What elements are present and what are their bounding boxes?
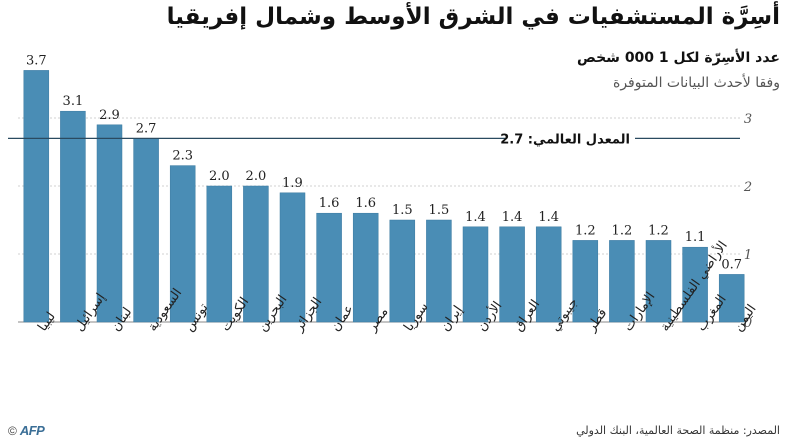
y-tick-label: 3 [744,112,752,127]
y-tick-label: 1 [744,248,752,263]
value-label: 1.6 [319,196,340,211]
bar [352,212,379,323]
bar [96,124,123,323]
chart-title: أسِرَّة المستشفيات في الشرق الأوسط وشمال… [166,4,780,30]
value-label: 1.2 [648,223,669,238]
y-tick-label: 0 [744,316,752,331]
chart-subtitle: عدد الأسِرّة لكل 1 000 شخص [576,50,780,66]
bar [60,110,86,323]
copyright-symbol: © [8,423,17,438]
bar [133,138,159,323]
source-note: المصدر: منظمة الصحة العالمية، البنك الدو… [576,424,780,437]
bar [243,185,269,323]
bar [535,226,562,323]
bar [206,185,233,323]
value-label: 2.3 [172,149,193,164]
value-label: 2.9 [99,108,120,123]
world-average-label: المعدل العالمي: 2.7 [500,132,630,147]
value-label: 2.0 [209,169,230,184]
bars [23,70,745,323]
bar [499,226,525,323]
bar [645,240,672,323]
value-label: 3.7 [26,53,47,68]
bar [609,240,635,323]
bar [682,246,708,323]
value-label: 3.1 [63,94,84,109]
afp-logo: © AFP [8,423,45,438]
bar [426,219,452,323]
bar [572,240,599,323]
bar [718,274,745,323]
reference-line-group: المعدل العالمي: 2.7 [8,128,740,149]
bar [316,212,342,323]
value-label: 1.9 [282,176,303,191]
value-label: 1.2 [612,223,633,238]
bar [462,226,489,323]
y-tick-label: 2 [743,180,752,195]
reference-label-background [505,128,635,149]
value-label: 1.1 [685,230,706,245]
bar [389,219,416,323]
afp-logo-text: AFP [19,423,45,438]
value-label: 2.0 [246,169,267,184]
chart-note: وفقا لأحدث البيانات المتوفرة [613,75,780,91]
value-label: 1.2 [575,223,596,238]
value-label: 1.5 [429,203,450,218]
value-label: 1.4 [465,210,486,225]
value-label: 1.4 [502,210,523,225]
value-label: 0.7 [721,257,742,272]
value-label: 1.5 [392,203,413,218]
value-label: 2.7 [136,121,157,136]
value-label: 1.4 [538,210,559,225]
value-label: 1.6 [355,196,376,211]
bar [169,165,196,323]
bar [279,192,306,323]
bar [23,70,50,323]
